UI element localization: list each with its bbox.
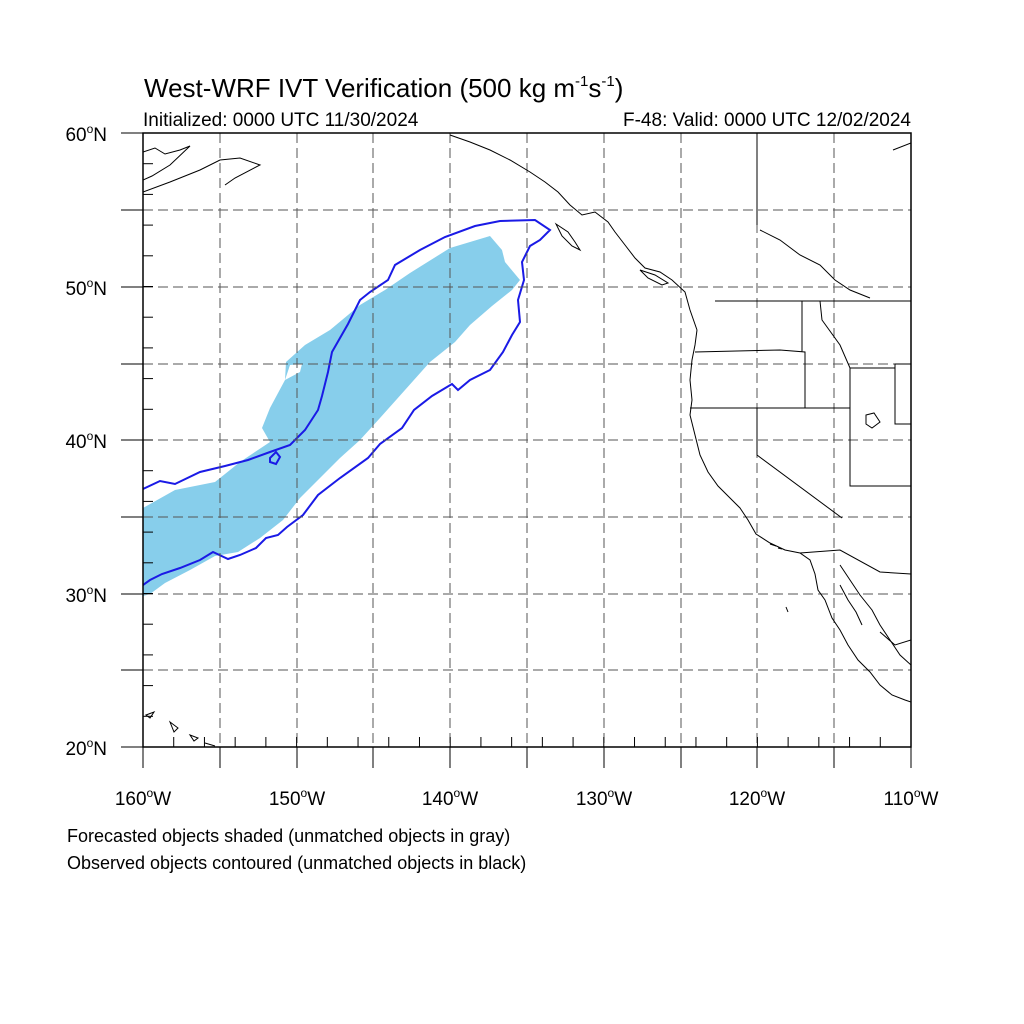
lon-label-140w: 140oW xyxy=(421,786,479,810)
forecast-ivt-object-shaded xyxy=(143,236,520,596)
map-gridlines xyxy=(143,133,911,747)
lat-label-30: 30oN xyxy=(65,583,107,607)
lat-label-40: 40oN xyxy=(65,429,107,453)
observed-ivt-object-loop xyxy=(269,450,282,466)
lon-label-130w: 130oW xyxy=(575,786,633,810)
us-west-coastline xyxy=(689,329,911,703)
hawaii-islands xyxy=(144,710,216,747)
coastlines-and-borders xyxy=(143,133,911,747)
lon-label-110w: 110oW xyxy=(883,786,939,810)
minor-axis-ticks xyxy=(142,132,912,748)
figure-title: West-WRF IVT Verification (500 kg m-1s-1… xyxy=(144,73,624,103)
lat-label-20: 20oN xyxy=(65,736,107,760)
us-state-borders xyxy=(690,300,911,575)
alaska-coastline xyxy=(143,145,262,193)
gulf-of-alaska-coastline xyxy=(449,134,698,331)
forecast-legend-note: Forecasted objects shaded (unmatched obj… xyxy=(67,826,511,846)
forecast-ivt-object-notch xyxy=(285,364,302,380)
lon-label-160w: 160oW xyxy=(114,786,172,810)
forecast-valid-time-label: F-48: Valid: 0000 UTC 12/02/2024 xyxy=(623,110,911,131)
lon-label-120w: 120oW xyxy=(728,786,786,810)
lat-label-60: 60oN xyxy=(65,122,107,146)
canada-interior-coast xyxy=(759,142,911,299)
bc-islands xyxy=(554,222,670,286)
great-salt-lake xyxy=(865,412,881,429)
channel-islands xyxy=(769,543,789,613)
axis-ticks xyxy=(121,132,912,768)
observed-ivt-object-contour xyxy=(143,218,552,586)
mexico-coast xyxy=(879,631,911,646)
initialized-time-label: Initialized: 0000 UTC 11/30/2024 xyxy=(143,110,419,131)
observed-legend-note: Observed objects contoured (unmatched ob… xyxy=(67,853,527,873)
lon-label-150w: 150oW xyxy=(268,786,326,810)
gulf-of-california-coast xyxy=(839,564,911,666)
lat-label-50: 50oN xyxy=(65,276,107,300)
